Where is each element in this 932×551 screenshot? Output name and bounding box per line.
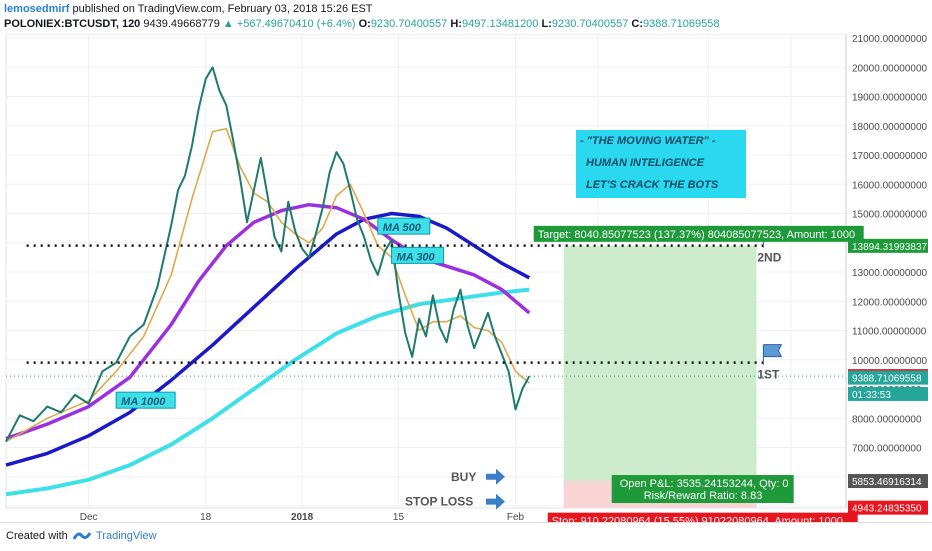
ma-fast-line (5, 127, 530, 443)
open-value: 9230.70400557 (370, 18, 448, 30)
open-label: O: (358, 18, 371, 30)
y-tick-label: 18000.00000000 (852, 122, 928, 133)
ma-label-box (377, 217, 431, 235)
level-label: 2ND (757, 251, 781, 265)
price-axis-tag (848, 500, 928, 515)
stop-loss-label: STOP LOSS (405, 495, 473, 509)
price-line (5, 66, 531, 443)
target-label-box (533, 225, 864, 242)
tradingview-link[interactable]: TradingView (96, 530, 157, 542)
y-tick-label: 11000.00000000 (852, 327, 927, 338)
ma-label-box (391, 246, 445, 264)
price-axis-tag-text: 5853.46916314 (852, 477, 922, 488)
buy-label: BUY (451, 470, 476, 484)
high-label: H: (450, 18, 462, 30)
y-tick-label: 16000.00000000 (852, 180, 928, 191)
ma-300-line (5, 202, 531, 441)
high-value: 9497.13481200 (461, 18, 539, 30)
low-value: 9230.70400557 (551, 18, 629, 30)
level-label: 1ST (757, 368, 780, 382)
ma-500-line (5, 211, 531, 467)
rr-label: Risk/Reward Ratio: 8.83 (644, 490, 763, 502)
low-label: L: (541, 18, 552, 30)
price-axis-tag (848, 238, 928, 253)
footer: Created with TradingView (0, 522, 932, 551)
info-box (576, 130, 746, 198)
ma-label-box (115, 391, 176, 409)
last-price: 9439.49668779 (143, 18, 220, 30)
x-tick-label: Feb (507, 512, 525, 522)
price-axis-tag-text: 01:33:53 (852, 390, 891, 401)
y-tick-label: 21000.00000000 (852, 34, 928, 45)
created-with-text: Created with (6, 530, 68, 542)
info-line: HUMAN INTELIGENCE (586, 157, 705, 169)
y-tick-label: 8000.00000000 (852, 414, 922, 425)
price-axis-tag (848, 474, 928, 489)
y-tick-label: 19000.00000000 (852, 93, 928, 104)
ma-label: MA 1000 (121, 396, 166, 408)
publish-text: published on TradingView.com, February 0… (72, 3, 373, 15)
price-axis-tag (848, 370, 928, 385)
price-axis-tag (848, 386, 928, 401)
close-label: C: (631, 18, 644, 30)
info-line: LET'S CRACK THE BOTS (586, 179, 719, 191)
x-tick-label: 15 (393, 512, 405, 522)
y-tick-label: 10000.00000000 (852, 356, 928, 367)
target-label: Target: 8040.85077523 (137.37%) 80408507… (538, 229, 855, 241)
pnl-label: Open P&L: 3535.24153244, Qty: 0 (620, 478, 789, 490)
stop-label: Stop: 910.22080964 (15.55%) 91022080964,… (552, 516, 843, 522)
flag-icon (762, 344, 783, 365)
buy-arrow-icon (486, 468, 505, 485)
price-chart[interactable]: 21000.00000000 20000.00000000 19000.000000… (0, 34, 932, 522)
price-axis-tag-text: 9388.71069558 (852, 374, 922, 385)
price-axis-tag-text: 13894.31993837 (852, 242, 928, 253)
y-tick-label: 7000.00000000 (852, 444, 922, 455)
price-change: ▲ +567.49670410 (+6.4%) (222, 18, 356, 30)
y-tick-label: 13000.00000000 (852, 268, 928, 279)
pnl-box (611, 475, 794, 504)
symbol-name: POLONIEX:BTCUSDT, 120 (4, 18, 141, 30)
ma-label: MA 500 (383, 222, 422, 234)
target-zone (563, 245, 757, 482)
y-tick-label: 12000.00000000 (852, 297, 928, 308)
symbol-bar: POLONIEX:BTCUSDT, 120 9439.49668779 ▲ +5… (4, 18, 719, 30)
publish-info: lemosedmirf published on TradingView.com… (4, 3, 373, 15)
x-tick-label: 2018 (291, 512, 314, 522)
y-tick-label: 17000.00000000 (852, 151, 928, 162)
ma-1000-line (5, 287, 530, 497)
stop-loss-arrow-icon (486, 493, 505, 510)
y-tick-label: 20000.00000000 (852, 63, 928, 74)
close-value: 9388.71069558 (643, 18, 720, 30)
tradingview-logo-icon (72, 532, 92, 540)
x-tick-label: Dec (80, 512, 98, 522)
ma-label: MA 300 (397, 251, 436, 263)
author-link[interactable]: lemosedmirf (4, 3, 70, 15)
info-line: - "THE MOVING WATER" - (580, 135, 716, 147)
price-axis-tag-text: 4943.24835350 (852, 504, 922, 515)
stop-label-box (547, 512, 858, 522)
y-tick-label: 15000.00000000 (852, 210, 928, 221)
x-tick-label: 18 (200, 512, 212, 522)
